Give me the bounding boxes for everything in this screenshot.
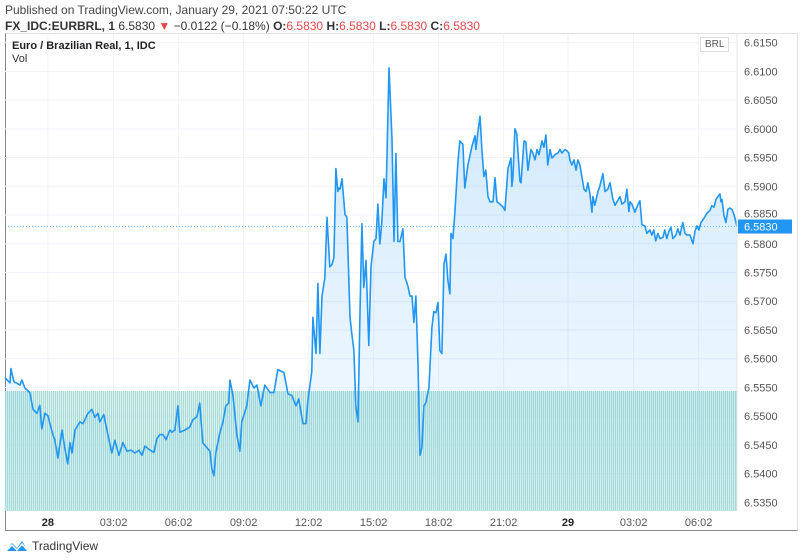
- low-label: L:: [379, 19, 391, 33]
- x-tick-label: 18:02: [425, 517, 453, 529]
- volume-bar: [141, 391, 143, 511]
- y-tick-label: 6.5700: [744, 296, 778, 308]
- x-tick-label: 28: [42, 517, 54, 529]
- chart-frame: [5, 33, 798, 531]
- y-tick-label: 6.6000: [744, 124, 778, 136]
- tradingview-logo-icon: [5, 541, 29, 552]
- symbol-info-line: FX_IDC:EURBRL, 1 6.5830 ▼ −0.0122 (−0.18…: [5, 19, 480, 33]
- x-tick-label: 12:02: [295, 517, 323, 529]
- x-tick-label: 29: [562, 517, 574, 529]
- y-tick-label: 6.5950: [744, 153, 778, 165]
- open-value: 6.5830: [286, 19, 324, 33]
- y-tick-label: 6.5900: [744, 181, 778, 193]
- high-value: 6.5830: [339, 19, 376, 33]
- y-tick-label: 6.6050: [744, 95, 778, 107]
- current-price-label: 6.5830: [738, 219, 792, 234]
- current-price-box: [738, 219, 792, 234]
- chart-legend-title: Euro / Brazilian Real, 1, IDC: [12, 40, 156, 52]
- y-tick-label: 6.6150: [744, 38, 778, 50]
- volume-bar: [57, 391, 59, 511]
- symbol-name: FX_IDC:EURBRL, 1: [5, 19, 116, 33]
- y-tick-label: 6.5550: [744, 382, 778, 394]
- high-label: H:: [326, 19, 340, 33]
- x-tick-label: 15:02: [360, 517, 388, 529]
- low-value: 6.5830: [390, 19, 428, 33]
- y-tick-label: 6.5600: [744, 354, 778, 366]
- y-tick-label: 6.5850: [744, 209, 778, 221]
- y-tick-label: 6.5800: [744, 239, 778, 251]
- last-price: 6.5830: [118, 19, 156, 33]
- currency-button[interactable]: BRL: [700, 37, 730, 52]
- volume-bar: [135, 391, 137, 511]
- x-tick-label: 03:02: [620, 517, 648, 529]
- x-tick-label: 06:02: [685, 517, 713, 529]
- y-tick-label: 6.5650: [744, 325, 778, 337]
- y-tick-label: 6.6100: [744, 66, 778, 78]
- tradingview-logo[interactable]: TradingView: [5, 539, 98, 553]
- price-line: [4, 67, 738, 477]
- close-value: 6.5830: [443, 19, 480, 33]
- volume-legend: Vol: [12, 53, 28, 65]
- current-price-text: 6.5830: [744, 222, 778, 234]
- x-tick-label: 21:02: [490, 517, 518, 529]
- published-caption: Published on TradingView.com, January 29…: [5, 3, 347, 17]
- y-tick-label: 6.5400: [744, 469, 778, 481]
- price-change: −0.0122 (−0.18%): [173, 19, 270, 33]
- open-label: O:: [273, 19, 287, 33]
- y-tick-label: 6.5750: [744, 268, 778, 280]
- down-arrow-icon: ▼: [158, 19, 171, 33]
- brand-name: TradingView: [32, 539, 99, 553]
- volume-bar: [67, 391, 69, 511]
- x-tick-label: 03:02: [100, 517, 128, 529]
- y-tick-label: 6.5500: [744, 411, 778, 423]
- volume-bar: [133, 391, 135, 511]
- close-label: C:: [430, 19, 444, 33]
- volume-bar: [211, 391, 213, 511]
- x-tick-label: 09:02: [230, 517, 258, 529]
- x-tick-label: 06:02: [165, 517, 193, 529]
- y-tick-label: 6.5350: [744, 497, 778, 509]
- volume-bar: [213, 391, 215, 511]
- y-tick-label: 6.5450: [744, 440, 778, 452]
